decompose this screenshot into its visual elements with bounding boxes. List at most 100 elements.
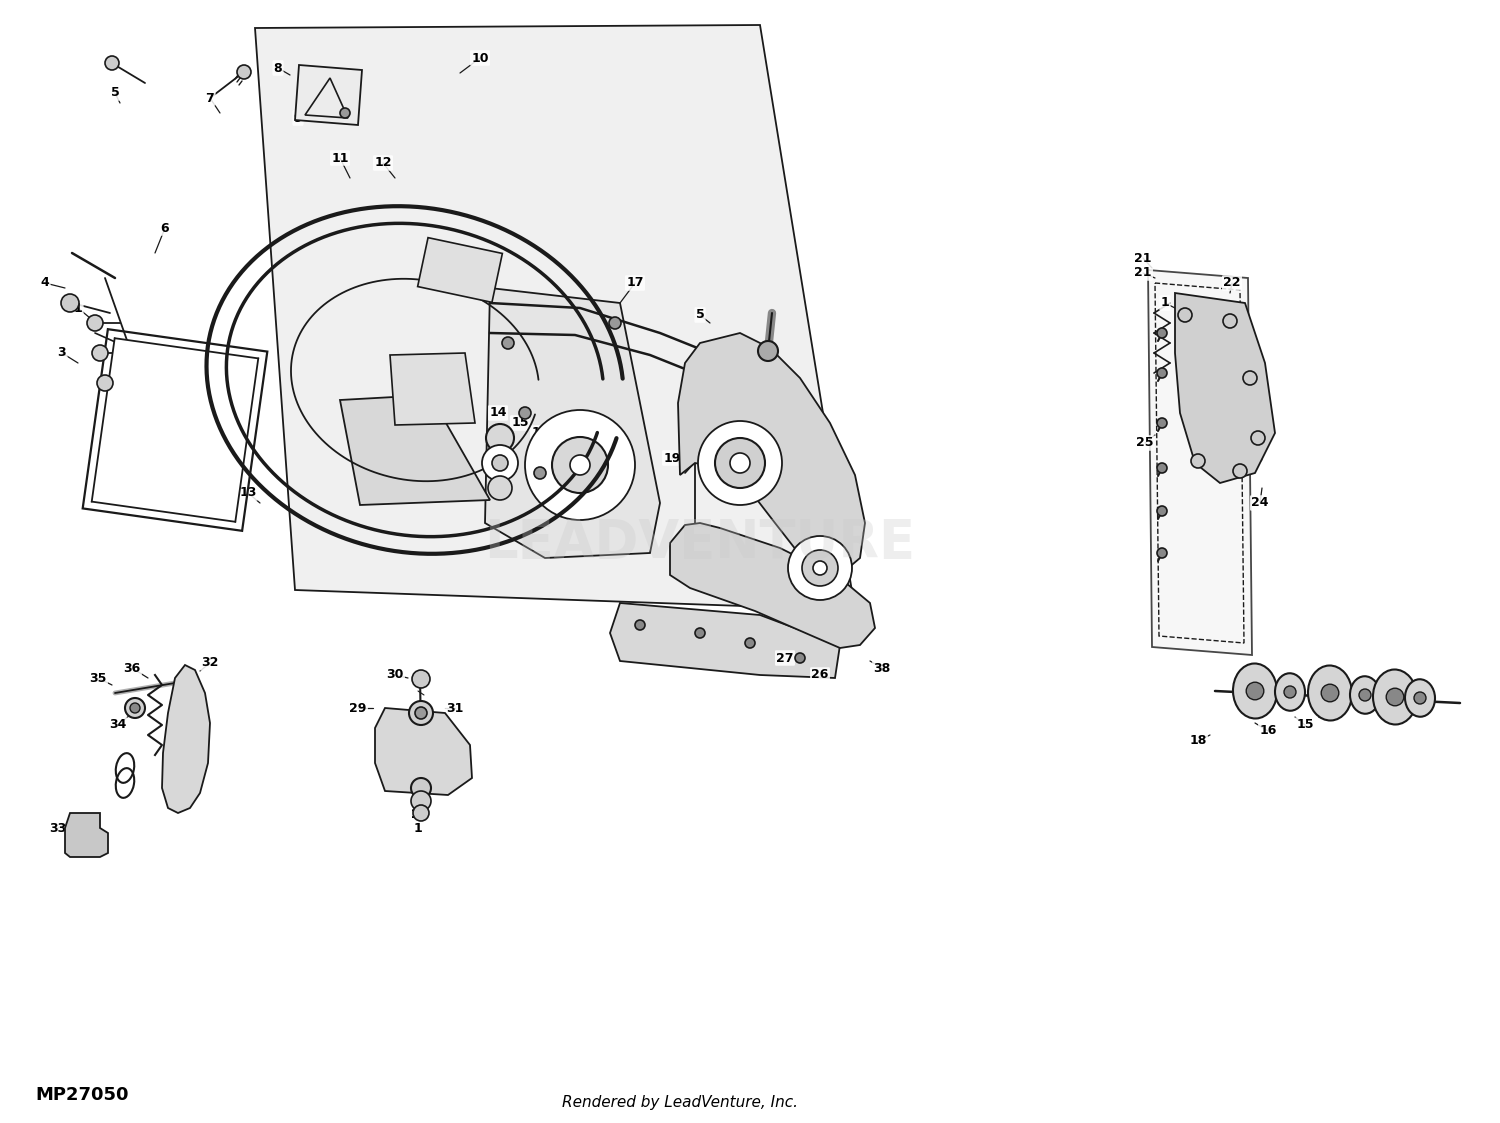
Polygon shape	[340, 395, 490, 505]
Circle shape	[411, 778, 430, 798]
Circle shape	[534, 467, 546, 480]
Text: 16: 16	[1260, 724, 1276, 738]
Circle shape	[525, 410, 634, 520]
Text: 5: 5	[696, 309, 705, 321]
Text: 31: 31	[447, 702, 464, 714]
Circle shape	[410, 701, 434, 725]
Circle shape	[1156, 418, 1167, 428]
Circle shape	[1246, 682, 1264, 700]
Text: 24: 24	[1251, 496, 1269, 510]
Circle shape	[1156, 463, 1167, 473]
Circle shape	[492, 455, 508, 471]
Ellipse shape	[1233, 664, 1276, 719]
Polygon shape	[1174, 293, 1275, 483]
Circle shape	[98, 375, 112, 391]
Circle shape	[1222, 314, 1238, 328]
Text: 17: 17	[627, 276, 644, 290]
Circle shape	[634, 620, 645, 630]
Circle shape	[416, 707, 428, 719]
Circle shape	[698, 421, 782, 505]
Ellipse shape	[1308, 666, 1352, 721]
Circle shape	[130, 703, 140, 713]
Circle shape	[1414, 692, 1426, 704]
Text: 9: 9	[294, 111, 303, 125]
Circle shape	[694, 628, 705, 638]
Text: 26: 26	[812, 668, 828, 682]
Text: 32: 32	[201, 657, 219, 669]
Text: 21: 21	[1134, 266, 1152, 280]
Circle shape	[92, 345, 108, 360]
Circle shape	[570, 455, 590, 475]
Text: 10: 10	[471, 52, 489, 64]
Polygon shape	[92, 338, 258, 522]
Text: 21: 21	[1134, 252, 1152, 265]
Text: 37: 37	[858, 619, 874, 631]
Text: 16: 16	[531, 427, 549, 439]
Text: LEADVENTURE: LEADVENTURE	[484, 517, 915, 569]
Text: 19: 19	[663, 451, 681, 465]
Circle shape	[124, 699, 146, 718]
Polygon shape	[375, 707, 472, 795]
Circle shape	[1244, 371, 1257, 385]
Text: 15: 15	[512, 417, 528, 429]
Ellipse shape	[1350, 676, 1380, 714]
Circle shape	[486, 424, 514, 451]
Circle shape	[1156, 506, 1167, 515]
Circle shape	[105, 56, 118, 70]
Circle shape	[519, 407, 531, 419]
Polygon shape	[64, 813, 108, 857]
Text: 20: 20	[682, 396, 700, 410]
Ellipse shape	[1406, 679, 1435, 716]
Text: 35: 35	[90, 672, 106, 685]
Polygon shape	[610, 603, 840, 678]
Polygon shape	[162, 665, 210, 813]
Text: 28: 28	[411, 809, 429, 822]
Text: 14: 14	[1317, 709, 1334, 721]
Circle shape	[609, 317, 621, 329]
Circle shape	[1156, 548, 1167, 558]
Circle shape	[413, 670, 430, 688]
Polygon shape	[255, 25, 855, 610]
Circle shape	[482, 445, 518, 481]
Circle shape	[1322, 684, 1340, 702]
Text: 27: 27	[777, 651, 794, 665]
Text: 22: 22	[1224, 276, 1240, 290]
Text: 6: 6	[160, 221, 170, 235]
Text: 1: 1	[414, 822, 423, 834]
Circle shape	[1156, 368, 1167, 378]
Circle shape	[795, 652, 806, 663]
Circle shape	[1178, 308, 1192, 322]
Circle shape	[746, 638, 754, 648]
Circle shape	[237, 65, 250, 79]
Circle shape	[802, 550, 838, 586]
Ellipse shape	[1372, 669, 1417, 724]
Text: 33: 33	[50, 822, 66, 834]
Circle shape	[488, 476, 512, 500]
Polygon shape	[670, 523, 874, 648]
Polygon shape	[296, 65, 362, 125]
Text: 36: 36	[123, 661, 141, 675]
Circle shape	[716, 438, 765, 489]
Text: 25: 25	[1137, 437, 1154, 449]
Circle shape	[758, 341, 778, 360]
Circle shape	[552, 437, 608, 493]
Text: 18: 18	[1190, 734, 1206, 748]
Text: 2: 2	[90, 317, 99, 329]
Text: 3: 3	[57, 347, 66, 359]
Text: 23: 23	[1246, 451, 1263, 465]
Circle shape	[813, 562, 826, 575]
Circle shape	[62, 294, 80, 312]
Polygon shape	[390, 353, 476, 424]
Polygon shape	[1148, 270, 1252, 655]
Circle shape	[1156, 328, 1167, 338]
Circle shape	[87, 314, 104, 331]
Text: 1: 1	[74, 301, 82, 314]
Circle shape	[1251, 431, 1264, 445]
Polygon shape	[417, 238, 503, 302]
Text: 29: 29	[350, 702, 366, 714]
Circle shape	[340, 108, 350, 118]
Ellipse shape	[1275, 674, 1305, 711]
Circle shape	[413, 805, 429, 821]
Circle shape	[788, 536, 852, 600]
Text: 11: 11	[332, 152, 348, 164]
